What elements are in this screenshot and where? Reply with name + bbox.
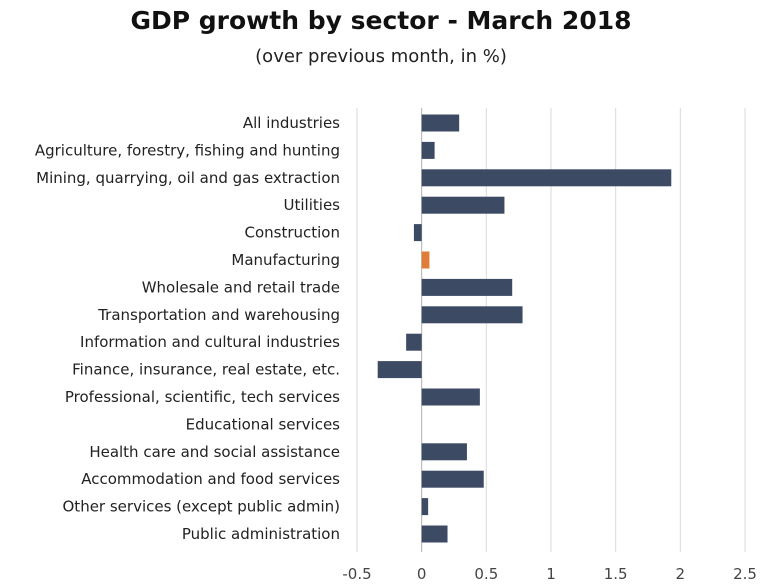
category-label: Information and cultural industries <box>80 333 340 351</box>
bar <box>421 525 448 543</box>
x-tick-label: -0.5 <box>342 565 371 583</box>
bar <box>377 361 422 379</box>
bar <box>421 169 672 187</box>
bar <box>406 333 422 351</box>
chart-title: GDP growth by sector - March 2018 <box>130 6 632 35</box>
x-tick-label: 1.5 <box>604 565 628 583</box>
bar <box>421 251 430 269</box>
bar <box>421 388 480 406</box>
bar <box>421 306 523 324</box>
category-label: Other services (except public admin) <box>63 498 341 516</box>
bar <box>421 278 513 296</box>
category-label: Accommodation and food services <box>81 470 340 488</box>
category-label: Transportation and warehousing <box>97 306 340 324</box>
chart-subtitle: (over previous month, in %) <box>255 46 507 67</box>
bar <box>421 196 505 214</box>
category-label: Utilities <box>284 196 341 214</box>
bar <box>421 114 460 132</box>
bar <box>421 498 429 516</box>
category-label: Health care and social assistance <box>89 443 340 461</box>
x-tick-label: 0 <box>417 565 427 583</box>
bars <box>377 114 672 543</box>
bar <box>421 141 435 159</box>
category-label: Public administration <box>182 525 340 543</box>
x-tick-label: 2 <box>676 565 686 583</box>
bar <box>413 224 422 242</box>
bar <box>421 443 467 461</box>
x-tick-label: 1 <box>546 565 556 583</box>
category-label: Wholesale and retail trade <box>142 278 340 296</box>
category-label: Construction <box>244 224 340 242</box>
category-label: Agriculture, forestry, fishing and hunti… <box>35 141 340 159</box>
x-tick-label: 0.5 <box>474 565 498 583</box>
x-tick-label: 2.5 <box>733 565 757 583</box>
bar <box>421 470 484 488</box>
category-label: All industries <box>243 114 340 132</box>
category-label: Manufacturing <box>231 251 340 269</box>
category-labels: All industries Agriculture, forestry, fis… <box>35 114 340 543</box>
category-label: Professional, scientific, tech services <box>65 388 340 406</box>
x-axis-tick-labels: -0.5 0 0.5 1 1.5 2 2.5 <box>342 565 757 583</box>
category-label: Educational services <box>186 415 341 433</box>
category-label: Finance, insurance, real estate, etc. <box>72 361 340 379</box>
category-label: Mining, quarrying, oil and gas extractio… <box>36 169 340 187</box>
